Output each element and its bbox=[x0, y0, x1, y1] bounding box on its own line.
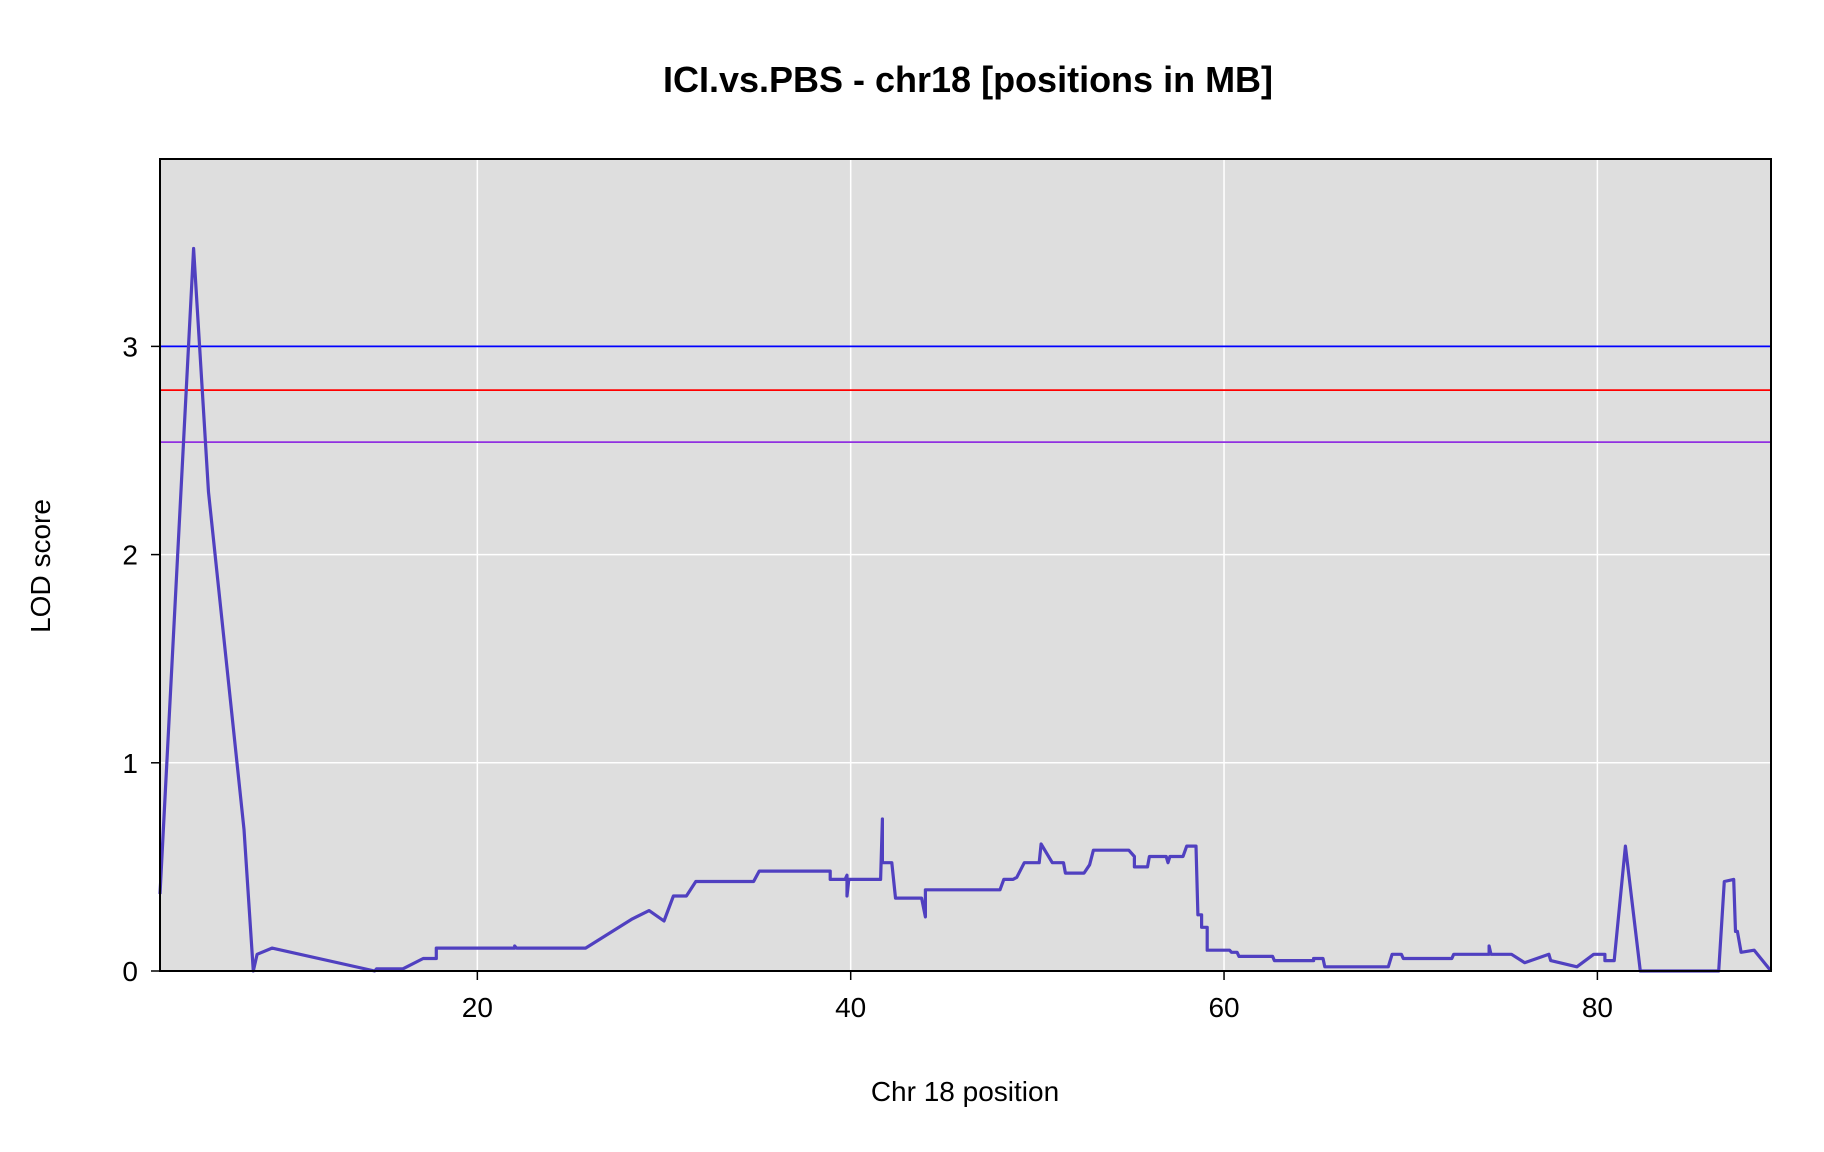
x-axis-label: Chr 18 position bbox=[871, 1076, 1059, 1107]
y-tick-label: 3 bbox=[122, 331, 138, 362]
plot-area: 20 40 60 80 0 1 2 3 bbox=[122, 158, 1773, 1023]
x-tick-label: 80 bbox=[1582, 992, 1613, 1023]
x-tick-label: 20 bbox=[462, 992, 493, 1023]
plot-frame bbox=[159, 158, 1772, 972]
y-tick-label: 2 bbox=[122, 540, 138, 571]
lod-series-line bbox=[158, 246, 1773, 973]
y-tick-label: 1 bbox=[122, 748, 138, 779]
y-axis-label: LOD score bbox=[25, 499, 56, 633]
x-tick-label: 40 bbox=[835, 992, 866, 1023]
y-tick-label: 0 bbox=[122, 956, 138, 987]
x-tick-label: 60 bbox=[1208, 992, 1239, 1023]
chart-title: ICI.vs.PBS - chr18 [positions in MB] bbox=[663, 59, 1273, 100]
plot-panel bbox=[160, 159, 1771, 971]
